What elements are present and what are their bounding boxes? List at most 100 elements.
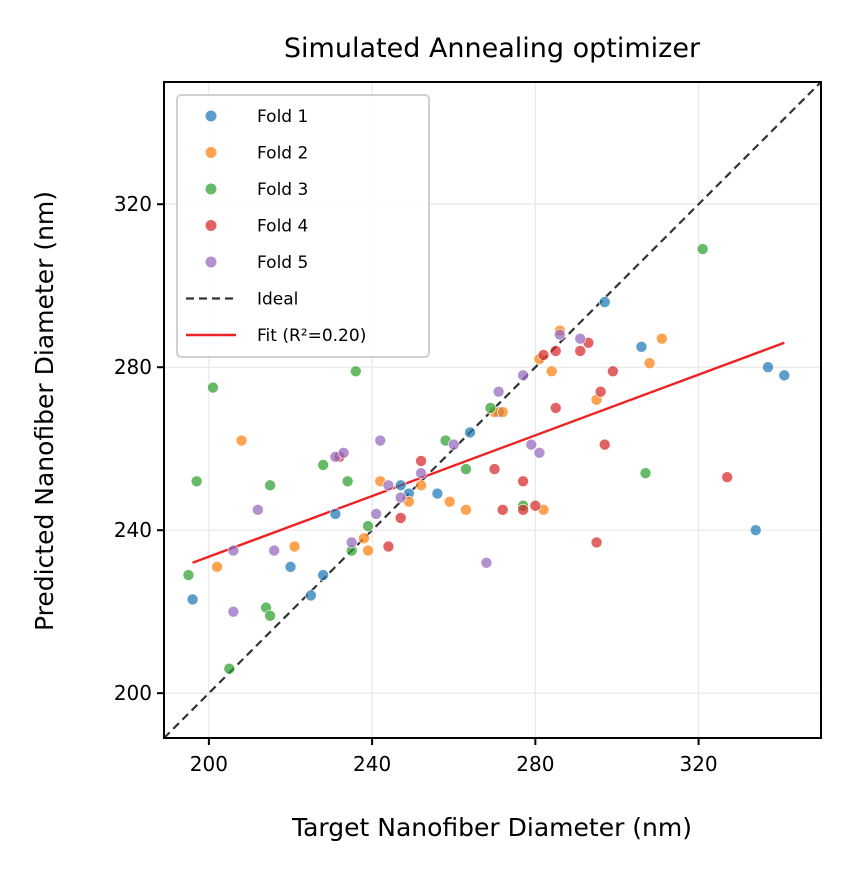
fold-3-point	[460, 463, 472, 475]
fold-1-point	[394, 479, 407, 492]
x-tick-label: 200	[190, 752, 228, 776]
legend-marker-fold-2	[205, 147, 217, 158]
y-axis-label: Predicted Nanofiber Diameter (nm)	[30, 191, 59, 631]
fold-2-point	[496, 406, 509, 418]
fold-3-point	[223, 662, 236, 675]
ideal-line	[164, 82, 821, 738]
fold-3-point	[362, 520, 374, 532]
y-tick-label: 280	[114, 355, 152, 379]
fold-2-point	[545, 365, 558, 378]
fold-2-point	[288, 540, 301, 553]
fold-5-point	[554, 328, 566, 341]
x-tick-label: 240	[353, 752, 391, 776]
fold-2-point	[211, 561, 223, 573]
fold-2-point	[362, 544, 374, 557]
x-tick-label: 280	[516, 752, 554, 776]
fold-4-point	[598, 438, 611, 451]
fold-1-point	[431, 487, 444, 500]
fold-5-point	[492, 385, 505, 398]
fold-3-point	[264, 479, 276, 492]
fold-4-point	[488, 463, 501, 475]
fold-5-point	[517, 369, 529, 382]
fold-1-point	[329, 508, 342, 520]
fold-3-point	[264, 609, 276, 622]
fold-4-point	[415, 455, 427, 467]
fold-4-point	[382, 540, 395, 553]
fold-5-point	[447, 438, 460, 451]
data-points	[182, 243, 791, 675]
fold-1-point	[749, 524, 762, 536]
legend-marker-fold-5	[205, 256, 217, 268]
fold-3-point	[317, 459, 329, 471]
reference-lines	[164, 82, 821, 738]
fold-3-point	[341, 475, 354, 488]
x-axis-label: Target Nanofiber Diameter (nm)	[291, 813, 692, 842]
legend-label-fold-3: Fold 3	[257, 180, 308, 200]
fold-2-point	[415, 479, 427, 492]
fold-3-point	[696, 243, 709, 255]
y-axis-ticks: 200 240 280 320	[114, 192, 164, 705]
fold-5-point	[394, 491, 407, 504]
fold-4-point	[529, 499, 542, 512]
fold-3-point	[639, 467, 652, 479]
fold-5-point	[382, 479, 395, 492]
fold-3-point	[349, 365, 362, 378]
fold-1-point	[762, 361, 774, 374]
fold-1-point	[598, 296, 611, 308]
fold-5-point	[374, 434, 387, 447]
fold-5-point	[415, 467, 427, 479]
legend-label-fold-2: Fold 2	[257, 144, 308, 164]
fold-2-point	[656, 332, 668, 345]
fold-1-point	[186, 593, 199, 606]
legend-marker-fold-1	[205, 110, 217, 122]
x-tick-label: 320	[679, 752, 717, 776]
fold-4-point	[549, 402, 562, 414]
y-tick-label: 200	[114, 681, 152, 705]
fold-1-point	[317, 569, 329, 581]
chart-title: Simulated Annealing optimizer	[284, 33, 701, 64]
fold-5-point	[227, 544, 240, 557]
legend-label-fit: Fit (R²=0.20)	[257, 326, 366, 346]
legend-marker-fold-3	[205, 183, 217, 195]
fold-4-point	[549, 345, 562, 357]
fold-5-point	[533, 446, 546, 459]
fold-4-point	[496, 504, 509, 516]
fold-5-point	[252, 504, 264, 516]
fold-5-point	[268, 544, 280, 557]
fold-1-point	[778, 369, 791, 382]
fold-2-point	[358, 532, 370, 545]
legend-label-fold-4: Fold 4	[257, 217, 308, 237]
fold-1-point	[284, 561, 297, 573]
fold-4-point	[537, 349, 550, 361]
fold-4-point	[721, 471, 733, 484]
fold-2-point	[235, 434, 248, 447]
plot-frame	[163, 81, 822, 739]
fold-2-point	[643, 357, 656, 369]
fold-5-point	[574, 332, 587, 345]
fit-line	[192, 341, 785, 564]
fold-5-point	[525, 438, 538, 451]
fold-5-point	[345, 536, 358, 549]
fold-2-point	[460, 504, 472, 516]
legend-box	[176, 94, 430, 358]
fold-4-point	[607, 365, 619, 378]
x-axis-ticks: 200 240 280 320	[190, 738, 718, 776]
fold-1-point	[635, 341, 648, 353]
fold-3-point	[484, 402, 497, 414]
fold-4-point	[594, 385, 607, 398]
fold-2-point	[443, 495, 456, 508]
fold-3-point	[190, 475, 203, 488]
legend-label-fold-5: Fold 5	[257, 253, 308, 273]
fold-5-point	[337, 446, 350, 459]
legend-marker-fold-4	[205, 220, 217, 231]
fold-1-point	[305, 589, 317, 602]
fold-1-point	[464, 426, 476, 439]
y-tick-label: 320	[114, 192, 152, 216]
legend: Fold 1 Fold 2 Fold 3 Fold 4 Fold 5 Ideal Fit (…	[176, 94, 430, 358]
fold-5-point	[480, 556, 493, 569]
fold-4-point	[394, 512, 407, 524]
legend-label-ideal: Ideal	[257, 290, 298, 310]
fold-5-point	[370, 508, 382, 520]
legend-label-fold-1: Fold 1	[257, 107, 308, 127]
